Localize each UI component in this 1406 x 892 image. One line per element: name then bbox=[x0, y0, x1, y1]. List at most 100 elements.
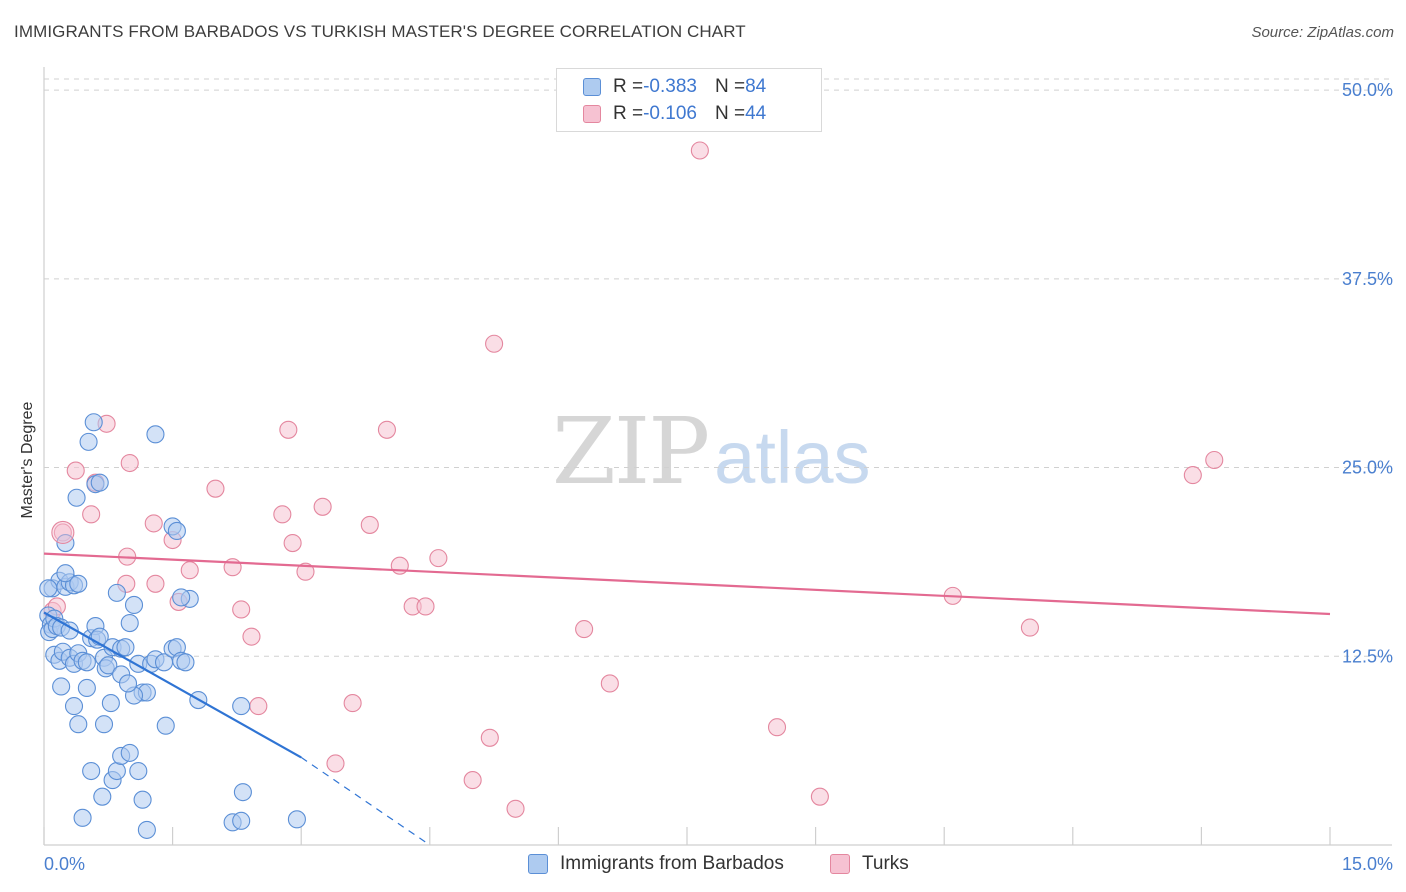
barbados-point bbox=[79, 432, 98, 451]
barbados-point bbox=[69, 574, 88, 593]
barbados-point bbox=[118, 674, 138, 693]
barbados-point bbox=[133, 790, 152, 809]
turks-point bbox=[273, 505, 292, 524]
legend-label: Turks bbox=[862, 853, 909, 874]
barbados-point bbox=[94, 715, 114, 734]
turks-point bbox=[1205, 450, 1224, 470]
barbados-point bbox=[69, 715, 88, 734]
turks-point bbox=[144, 514, 163, 533]
watermark-atlas: atlas bbox=[714, 416, 871, 499]
turks-point bbox=[575, 620, 594, 639]
legend-r-label: R = bbox=[613, 76, 644, 97]
barbados-trendline-extension bbox=[300, 756, 431, 846]
turks-point bbox=[283, 533, 302, 553]
barbados-point bbox=[73, 808, 92, 827]
label-layer: 12.5% 25.0% 37.5% 50.0% 0.0% 15.0% bbox=[44, 80, 1393, 874]
turks-point bbox=[377, 420, 396, 439]
turks-point bbox=[416, 597, 435, 616]
turks-point bbox=[326, 754, 345, 773]
turks-point bbox=[279, 420, 298, 439]
turks-point bbox=[480, 728, 499, 747]
legend-label: Immigrants from Barbados bbox=[560, 853, 784, 874]
turks-point bbox=[242, 627, 261, 646]
barbados-point bbox=[107, 761, 126, 781]
turks-point bbox=[463, 771, 482, 790]
barbados-point bbox=[172, 588, 191, 607]
turks-trendline bbox=[43, 552, 1331, 616]
barbados-point bbox=[116, 638, 135, 657]
legend-n-label: N = bbox=[714, 76, 746, 97]
series-legend: Immigrants from Barbados Turks bbox=[0, 851, 1406, 877]
zipatlas-watermark: ZIPatlas bbox=[552, 398, 870, 505]
barbados-point bbox=[56, 564, 75, 583]
x-tick-label-min: 0.0% bbox=[44, 854, 85, 874]
turks-point bbox=[296, 562, 315, 581]
barbados-point bbox=[107, 583, 126, 602]
y-tick-label: 25.0% bbox=[1342, 458, 1393, 478]
barbados-point bbox=[120, 614, 139, 633]
barbados-point bbox=[77, 653, 96, 672]
turks-point bbox=[506, 799, 525, 818]
legend-swatch-blue bbox=[583, 78, 601, 96]
legend-swatch-blue bbox=[528, 854, 548, 874]
correlation-legend: R = -0.383 N = 84 R = -0.106 N = 44 bbox=[556, 68, 822, 132]
barbados-point bbox=[146, 425, 165, 444]
legend-row-barbados: R = -0.383 N = 84 bbox=[583, 75, 766, 99]
turks-point bbox=[1183, 466, 1202, 485]
turks-point bbox=[249, 697, 268, 716]
turks-point bbox=[600, 674, 619, 693]
legend-row-turks: R = -0.106 N = 44 bbox=[583, 102, 766, 126]
barbados-point bbox=[67, 488, 86, 507]
turks-point bbox=[120, 453, 139, 473]
barbados-point bbox=[156, 716, 175, 735]
turks-point bbox=[690, 141, 709, 160]
legend-r-label: R = bbox=[613, 103, 644, 124]
legend-n-label: N = bbox=[714, 103, 746, 124]
turks-point bbox=[429, 549, 448, 568]
barbados-point bbox=[82, 761, 101, 781]
barbados-point bbox=[232, 811, 251, 830]
y-tick-label: 12.5% bbox=[1342, 646, 1393, 666]
points-layer bbox=[39, 141, 1224, 839]
turks-point bbox=[313, 497, 332, 516]
turks-point bbox=[810, 787, 829, 806]
turks-point bbox=[180, 561, 199, 580]
turks-point bbox=[206, 479, 225, 498]
barbados-point bbox=[52, 677, 71, 696]
watermark-zip: ZIP bbox=[552, 398, 710, 505]
turks-point bbox=[146, 574, 165, 593]
barbados-point bbox=[99, 656, 118, 675]
chart-source: Source: ZipAtlas.com bbox=[1251, 24, 1394, 41]
barbados-point bbox=[176, 653, 195, 672]
turks-point bbox=[51, 520, 75, 545]
legend-swatch-pink bbox=[830, 854, 850, 874]
legend-r-value: -0.383 bbox=[643, 76, 697, 97]
barbados-point bbox=[167, 521, 186, 541]
barbados-point bbox=[39, 579, 58, 598]
barbados-point bbox=[120, 743, 139, 762]
barbados-point bbox=[77, 678, 96, 698]
barbados-point bbox=[233, 783, 252, 802]
y-tick-label: 37.5% bbox=[1342, 269, 1393, 289]
barbados-point bbox=[137, 820, 156, 839]
legend-r-value: -0.106 bbox=[643, 103, 697, 124]
barbados-point bbox=[64, 697, 84, 716]
chart-title: IMMIGRANTS FROM BARBADOS VS TURKISH MAST… bbox=[14, 22, 746, 41]
legend-item-turks[interactable]: Turks bbox=[830, 853, 909, 875]
grid-layer bbox=[44, 78, 1392, 657]
turks-point bbox=[485, 334, 504, 353]
barbados-point bbox=[90, 473, 109, 492]
legend-swatch-pink bbox=[583, 105, 601, 123]
barbados-point bbox=[93, 787, 112, 806]
legend-item-barbados[interactable]: Immigrants from Barbados bbox=[528, 853, 784, 875]
barbados-point bbox=[84, 413, 103, 432]
turks-point bbox=[66, 461, 85, 480]
barbados-point bbox=[287, 810, 306, 829]
barbados-point bbox=[129, 761, 148, 781]
turks-point bbox=[82, 505, 101, 524]
turks-point bbox=[343, 694, 362, 713]
turks-point bbox=[360, 515, 379, 534]
y-tick-label: 50.0% bbox=[1342, 80, 1393, 100]
axis-layer bbox=[43, 67, 1392, 846]
